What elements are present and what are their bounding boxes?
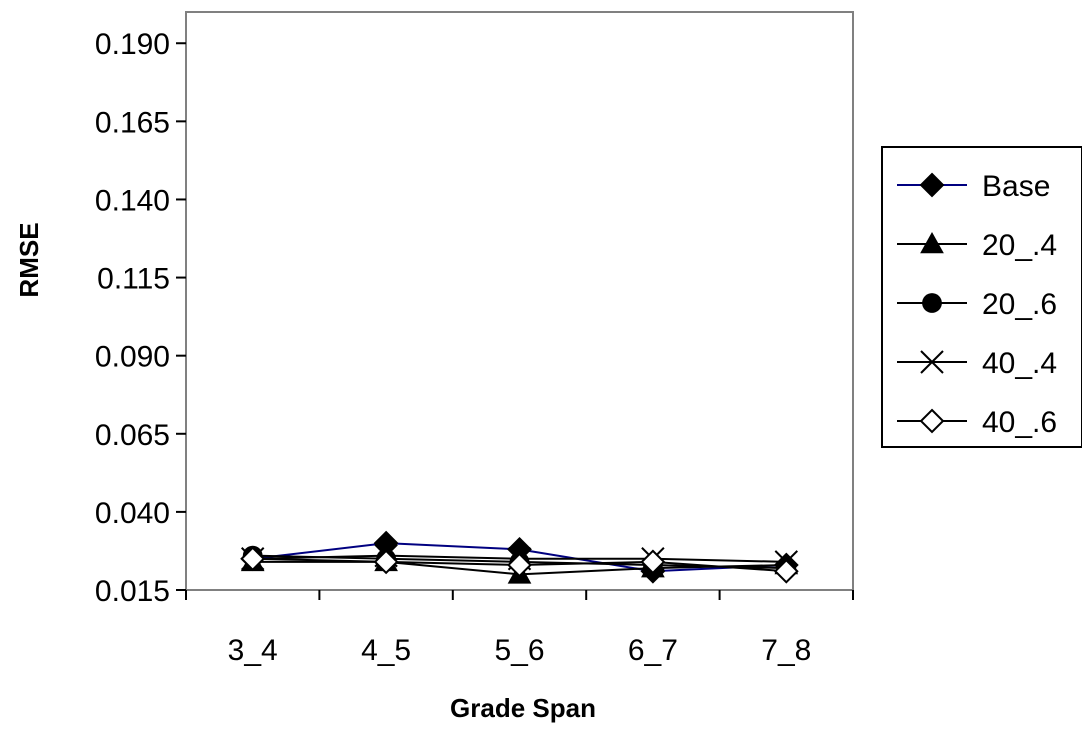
legend-label: Base — [982, 170, 1050, 203]
x-tick-label: 5_6 — [494, 634, 544, 667]
data-point — [773, 558, 799, 584]
y-axis: 0.190 0.165 0.140 0.115 0.090 0.065 0.040 0.015 — [95, 28, 186, 608]
y-tick-label: 0.015 — [95, 575, 170, 608]
plot-area — [185, 11, 854, 591]
series-markers — [240, 530, 799, 584]
y-axis-title: RMSE — [14, 222, 44, 297]
legend-label: 20_.6 — [982, 288, 1057, 321]
legend: Base 20_.4 20_.6 40_.4 40_.6 — [881, 146, 1082, 448]
y-tick-label: 0.065 — [95, 419, 170, 452]
data-point — [640, 549, 666, 575]
x-tick-label: 4_5 — [361, 634, 411, 667]
x-tick-label: 6_7 — [628, 634, 678, 667]
x-axis: 3_4 4_5 5_6 6_7 7_8 — [185, 590, 854, 667]
legend-marker — [919, 408, 945, 434]
legend-label: 40_.6 — [982, 406, 1057, 439]
y-tick-label: 0.040 — [95, 497, 170, 530]
data-point — [507, 552, 532, 578]
legend-entry: Base — [897, 170, 1050, 203]
x-tick-label: 3_4 — [228, 634, 278, 667]
legend-label: 20_.4 — [982, 229, 1057, 262]
data-point — [373, 549, 399, 575]
legend-marker — [919, 172, 945, 198]
legend-entry: 40_.6 — [897, 406, 1057, 439]
legend-entry: 40_.4 — [897, 347, 1057, 380]
x-tick-label: 7_8 — [761, 634, 811, 667]
y-tick-label: 0.140 — [95, 184, 170, 217]
x-axis-title: Grade Span — [450, 693, 596, 723]
legend-marker — [920, 231, 944, 254]
legend-marker — [920, 350, 944, 374]
legend-marker — [922, 293, 942, 313]
legend-entry: 20_.6 — [897, 288, 1057, 321]
y-tick-label: 0.190 — [95, 28, 170, 61]
y-tick-label: 0.165 — [95, 106, 170, 139]
data-point — [240, 546, 266, 572]
legend-box — [881, 146, 1082, 448]
legend-label: 40_.4 — [982, 347, 1057, 380]
y-tick-label: 0.090 — [95, 341, 170, 374]
legend-entry: 20_.4 — [897, 229, 1057, 262]
y-tick-label: 0.115 — [97, 263, 170, 296]
